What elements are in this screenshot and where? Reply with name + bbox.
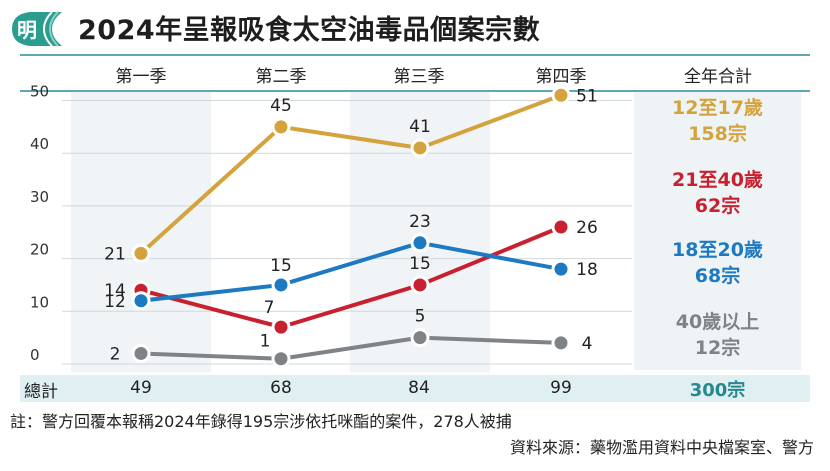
grand-total: 300宗 [689,380,746,401]
legend-series-total: 68宗 [694,265,741,287]
data-label: 12 [104,292,126,312]
y-tick-label: 10 [30,293,49,311]
quarter-band [71,92,211,372]
y-tick-label: 0 [30,346,40,364]
total-value-q4: 99 [550,378,572,398]
data-label: 1 [260,332,271,352]
footnote: 註：警方回覆本報稱2024年錄得195宗涉依托咪酯的案件，278人被捕 [10,412,512,431]
legend-series-total: 62宗 [694,195,741,217]
legend-series-name: 40歲以上 [675,311,760,333]
column-header-q3: 第三季 [393,67,445,87]
column-header-q2: 第二季 [255,67,307,87]
column-header-q4: 第四季 [535,67,587,87]
data-point [131,243,151,263]
data-label: 2 [110,344,121,364]
data-label: 18 [576,260,598,280]
data-label: 5 [415,307,426,327]
series-line [139,93,562,255]
series-line [140,335,562,361]
chart-title: 2024年呈報吸食太空油毒品個案宗數 [78,15,541,46]
data-point [271,275,291,295]
legend-series-name: 21至40歲 [672,169,763,191]
data-point [131,291,151,311]
data-label: 41 [409,117,431,137]
header-bottom-rule [20,90,810,92]
total-value-q2: 68 [270,378,292,398]
data-label: 15 [270,256,292,276]
column-header-q1: 第一季 [115,67,167,87]
source-note: 資料來源：藥物濫用資料中央檔案室、警方 [509,438,814,457]
data-point [410,328,430,348]
data-label: 7 [264,298,275,318]
data-point [410,275,430,295]
data-label: 23 [409,212,431,232]
column-header-total: 全年合計 [684,67,752,87]
legend-series-total: 12宗 [694,337,741,359]
legend-series-name: 18至20歲 [672,239,763,261]
logo-text: 明 [17,18,37,42]
y-tick-label: 20 [30,241,49,259]
data-label: 51 [576,86,598,106]
total-row-label: 總計 [24,382,58,402]
total-value-q1: 49 [130,378,152,398]
ming-pao-logo: 明 [12,11,62,47]
data-point [131,343,151,363]
data-label: 26 [576,218,598,238]
data-point [551,85,571,105]
legend-series-total: 158宗 [688,123,747,145]
data-label: 14 [104,281,126,301]
y-tick-label: 40 [30,135,49,153]
data-label: 4 [582,334,593,354]
data-point [551,259,571,279]
legend-series-name: 12至17歲 [672,97,763,119]
data-label: 45 [270,96,292,116]
data-point [410,233,430,253]
total-value-q3: 84 [408,378,430,398]
totals-panel [634,92,801,370]
data-point [271,117,291,137]
y-tick-label: 30 [30,188,49,206]
y-tick-label: 50 [30,83,49,101]
data-point [551,217,571,237]
data-point [410,138,430,158]
data-point [271,317,291,337]
data-point [551,333,571,353]
data-label: 21 [104,244,126,264]
data-point [271,349,291,369]
data-label: 15 [409,254,431,274]
series-line [140,240,562,303]
total-row [20,375,810,402]
header-top-rule [20,54,810,56]
